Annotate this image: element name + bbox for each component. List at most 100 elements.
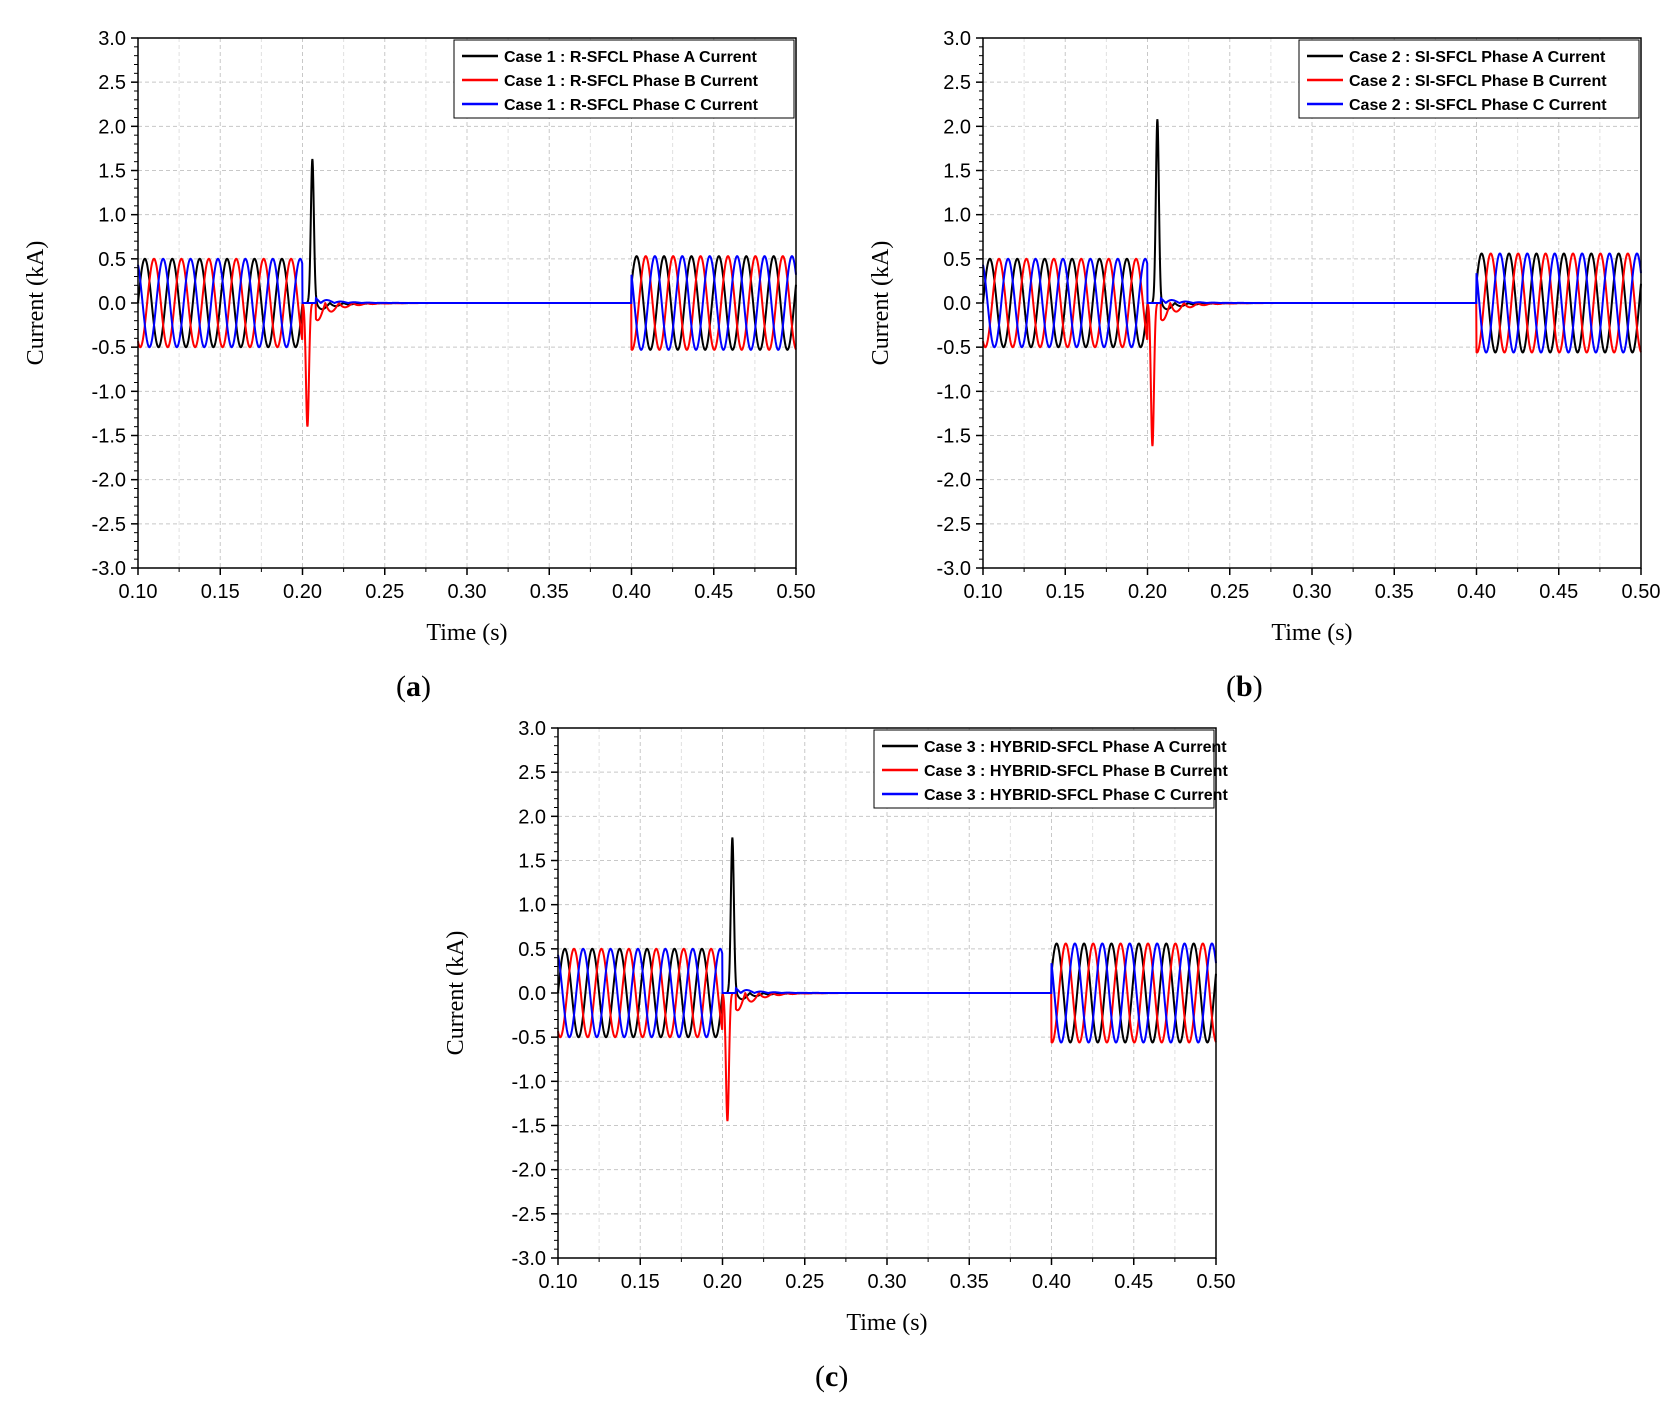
y-tick-label: -0.5 <box>937 337 971 359</box>
x-tick-label: 0.10 <box>119 581 158 603</box>
chart-panel-b: 0.10 0.15 0.20 0.25 0.30 0.35 0.40 0.45 0.50 3.0 2… <box>845 0 1665 660</box>
y-axis: 3.0 2.5 2.0 1.5 1.0 0.5 0.0 -0.5 -1.0 -1.5 -2.0 -2.… <box>512 718 558 1270</box>
legend-label: Case 3 : HYBRID-SFCL Phase A Current <box>924 739 1227 756</box>
legend-box <box>453 39 795 119</box>
y-tick-label: 0.5 <box>943 249 971 271</box>
x-tick-label: 0.40 <box>612 581 651 603</box>
x-tick-label: 0.15 <box>1046 581 1085 603</box>
x-axis: 0.10 0.15 0.20 0.25 0.30 0.35 0.40 0.45 0.50 <box>964 568 1661 603</box>
legend-label: Case 1 : R-SFCL Phase C Current <box>504 97 759 114</box>
y-tick-label: -1.0 <box>92 381 126 403</box>
legend-label: Case 2 : SI-SFCL Phase A Current <box>1349 49 1606 66</box>
x-tick-label: 0.35 <box>950 1271 989 1293</box>
legend-label: Case 3 : HYBRID-SFCL Phase C Current <box>924 787 1228 804</box>
legend: Case 2 : SI-SFCL Phase A Current Case 2 :… <box>1298 39 1640 119</box>
grid <box>557 727 1217 1259</box>
y-tick-label: 0.0 <box>943 293 971 315</box>
y-tick-label: -1.5 <box>937 426 971 448</box>
y-tick-label: 0.5 <box>98 249 126 271</box>
panel-caption-letter: b <box>1236 670 1253 703</box>
panel-caption-a: (a) <box>396 670 431 703</box>
x-tick-label: 0.25 <box>365 581 404 603</box>
x-tick-label: 0.40 <box>1032 1271 1071 1293</box>
x-axis-title: Time (s) <box>1271 620 1352 646</box>
y-tick-label: 1.0 <box>518 895 546 917</box>
x-tick-label: 0.20 <box>1128 581 1167 603</box>
legend: Case 1 : R-SFCL Phase A Current Case 1 : … <box>453 39 795 119</box>
series-line-phase-c <box>982 252 1642 354</box>
x-tick-label: 0.45 <box>694 581 733 603</box>
legend: Case 3 : HYBRID-SFCL Phase A Current Case… <box>873 729 1228 809</box>
y-tick-label: 3.0 <box>98 28 126 50</box>
chart-b: 0.10 0.15 0.20 0.25 0.30 0.35 0.40 0.45 0.50 3.0 2… <box>868 28 1661 646</box>
y-tick-label: 0.0 <box>98 293 126 315</box>
y-tick-label: -1.5 <box>512 1116 546 1138</box>
y-tick-label: 1.5 <box>943 161 971 183</box>
y-tick-label: 3.0 <box>518 718 546 740</box>
legend-label: Case 3 : HYBRID-SFCL Phase B Current <box>924 763 1228 780</box>
y-tick-label: 1.0 <box>943 205 971 227</box>
x-tick-label: 0.45 <box>1539 581 1578 603</box>
x-tick-label: 0.30 <box>448 581 487 603</box>
x-tick-label: 0.20 <box>703 1271 742 1293</box>
series-group <box>982 119 1642 447</box>
chart-panel-c: 0.10 0.15 0.20 0.25 0.30 0.35 0.40 0.45 0.50 3.0 2… <box>420 690 1240 1350</box>
x-tick-label: 0.25 <box>785 1271 824 1293</box>
y-tick-label: 2.0 <box>943 116 971 138</box>
y-tick-label: -2.0 <box>512 1160 546 1182</box>
x-tick-label: 0.50 <box>777 581 816 603</box>
x-axis: 0.10 0.15 0.20 0.25 0.30 0.35 0.40 0.45 0.50 <box>539 1258 1236 1293</box>
y-tick-label: 2.0 <box>98 116 126 138</box>
x-tick-label: 0.45 <box>1114 1271 1153 1293</box>
x-tick-label: 0.50 <box>1197 1271 1236 1293</box>
y-axis: 3.0 2.5 2.0 1.5 1.0 0.5 0.0 -0.5 -1.0 -1.5 -2.0 -2.… <box>92 28 138 580</box>
legend-label: Case 1 : R-SFCL Phase A Current <box>504 49 757 66</box>
x-tick-label: 0.15 <box>201 581 240 603</box>
legend-box <box>873 729 1215 809</box>
y-tick-label: 1.5 <box>518 851 546 873</box>
chart-a: 0.10 0.15 0.20 0.25 0.30 0.35 0.40 0.45 0.50 3.0 2… <box>23 28 816 646</box>
legend-label: Case 2 : SI-SFCL Phase C Current <box>1349 97 1607 114</box>
panel-caption-c: (c) <box>815 1360 849 1393</box>
y-tick-label: -1.0 <box>512 1071 546 1093</box>
y-tick-label: 2.5 <box>943 72 971 94</box>
legend-box <box>1298 39 1640 119</box>
y-axis: 3.0 2.5 2.0 1.5 1.0 0.5 0.0 -0.5 -1.0 -1.5 -2.0 -2.… <box>937 28 983 580</box>
chart-c: 0.10 0.15 0.20 0.25 0.30 0.35 0.40 0.45 0.50 3.0 2… <box>443 718 1236 1336</box>
series-group <box>137 158 797 427</box>
x-tick-label: 0.10 <box>964 581 1003 603</box>
y-tick-label: 2.0 <box>518 806 546 828</box>
y-tick-label: 0.5 <box>518 939 546 961</box>
y-tick-label: -2.5 <box>92 514 126 536</box>
series-group <box>557 837 1217 1122</box>
x-tick-label: 0.30 <box>1293 581 1332 603</box>
x-axis-title: Time (s) <box>846 1310 927 1336</box>
y-axis-title: Current (kA) <box>443 931 469 1056</box>
y-tick-label: -1.5 <box>92 426 126 448</box>
y-tick-label: -2.5 <box>512 1204 546 1226</box>
x-tick-label: 0.35 <box>530 581 569 603</box>
y-tick-label: 2.5 <box>518 762 546 784</box>
legend-label: Case 2 : SI-SFCL Phase B Current <box>1349 73 1607 90</box>
x-axis-title: Time (s) <box>426 620 507 646</box>
x-tick-label: 0.15 <box>621 1271 660 1293</box>
y-axis-title: Current (kA) <box>868 241 894 366</box>
y-tick-label: -2.5 <box>937 514 971 536</box>
x-tick-label: 0.20 <box>283 581 322 603</box>
panel-caption-letter: a <box>406 670 421 703</box>
y-tick-label: -2.0 <box>92 470 126 492</box>
chart-panel-a: 0.10 0.15 0.20 0.25 0.30 0.35 0.40 0.45 0.50 3.0 2… <box>0 0 820 660</box>
x-tick-label: 0.35 <box>1375 581 1414 603</box>
x-tick-label: 0.25 <box>1210 581 1249 603</box>
y-tick-label: -3.0 <box>92 558 126 580</box>
y-tick-label: -0.5 <box>512 1027 546 1049</box>
x-tick-label: 0.40 <box>1457 581 1496 603</box>
y-tick-label: 2.5 <box>98 72 126 94</box>
y-tick-label: -3.0 <box>937 558 971 580</box>
y-tick-label: -0.5 <box>92 337 126 359</box>
y-tick-label: -1.0 <box>937 381 971 403</box>
x-tick-label: 0.50 <box>1622 581 1661 603</box>
y-axis-title: Current (kA) <box>23 241 49 366</box>
x-tick-label: 0.10 <box>539 1271 578 1293</box>
legend-label: Case 1 : R-SFCL Phase B Current <box>504 73 759 90</box>
